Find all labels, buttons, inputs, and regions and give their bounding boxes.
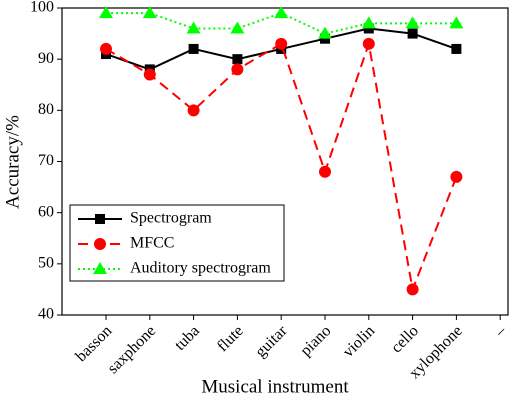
y-tick-label: 90 bbox=[38, 50, 54, 67]
marker bbox=[188, 43, 199, 54]
x-tick-label: cello bbox=[388, 322, 422, 356]
marker bbox=[275, 37, 288, 50]
marker bbox=[100, 42, 112, 55]
y-tick-label: 50 bbox=[38, 255, 54, 272]
y-axis-label: Accuracy/% bbox=[2, 115, 23, 209]
x-tick-label: saxphone bbox=[104, 322, 159, 377]
marker bbox=[407, 28, 418, 39]
y-tick-label: 100 bbox=[30, 0, 54, 16]
y-tick-label: 70 bbox=[38, 152, 54, 169]
x-axis-label: Musical instrument bbox=[201, 376, 349, 397]
marker bbox=[230, 21, 245, 34]
marker bbox=[95, 214, 105, 224]
y-tick-label: 80 bbox=[38, 101, 54, 118]
marker bbox=[449, 16, 464, 29]
marker bbox=[320, 33, 330, 44]
marker bbox=[450, 170, 463, 183]
marker bbox=[99, 6, 113, 19]
legend-label: MFCC bbox=[130, 235, 174, 252]
x-tick-label: piano bbox=[297, 322, 334, 359]
marker bbox=[142, 6, 157, 19]
marker bbox=[361, 16, 376, 29]
marker bbox=[143, 68, 156, 81]
legend: Spectrogram MFCC Auditory spectrogram bbox=[69, 204, 285, 282]
x-tick-label: tuba bbox=[172, 322, 203, 353]
marker bbox=[406, 283, 419, 296]
marker bbox=[451, 43, 462, 54]
marker bbox=[274, 6, 289, 19]
marker bbox=[232, 54, 243, 65]
marker bbox=[363, 23, 374, 34]
x-tick-label: basson bbox=[73, 322, 116, 365]
marker bbox=[186, 21, 201, 34]
x-tick-label: violin bbox=[340, 322, 378, 360]
y-tick-label: 60 bbox=[38, 203, 54, 220]
legend-label: Spectrogram bbox=[130, 210, 212, 227]
x-tick-label: guitar bbox=[252, 322, 291, 361]
x-tick-label: flute bbox=[214, 322, 247, 355]
marker bbox=[187, 104, 200, 117]
x-tick-label: – bbox=[491, 322, 510, 341]
legend-label: Auditory spectrogram bbox=[130, 260, 271, 277]
marker bbox=[94, 238, 106, 250]
marker bbox=[93, 262, 107, 274]
marker bbox=[231, 63, 244, 76]
marker bbox=[319, 165, 331, 178]
marker bbox=[405, 16, 420, 29]
marker bbox=[318, 26, 332, 39]
marker bbox=[362, 37, 375, 50]
y-tick-label: 40 bbox=[38, 306, 54, 323]
